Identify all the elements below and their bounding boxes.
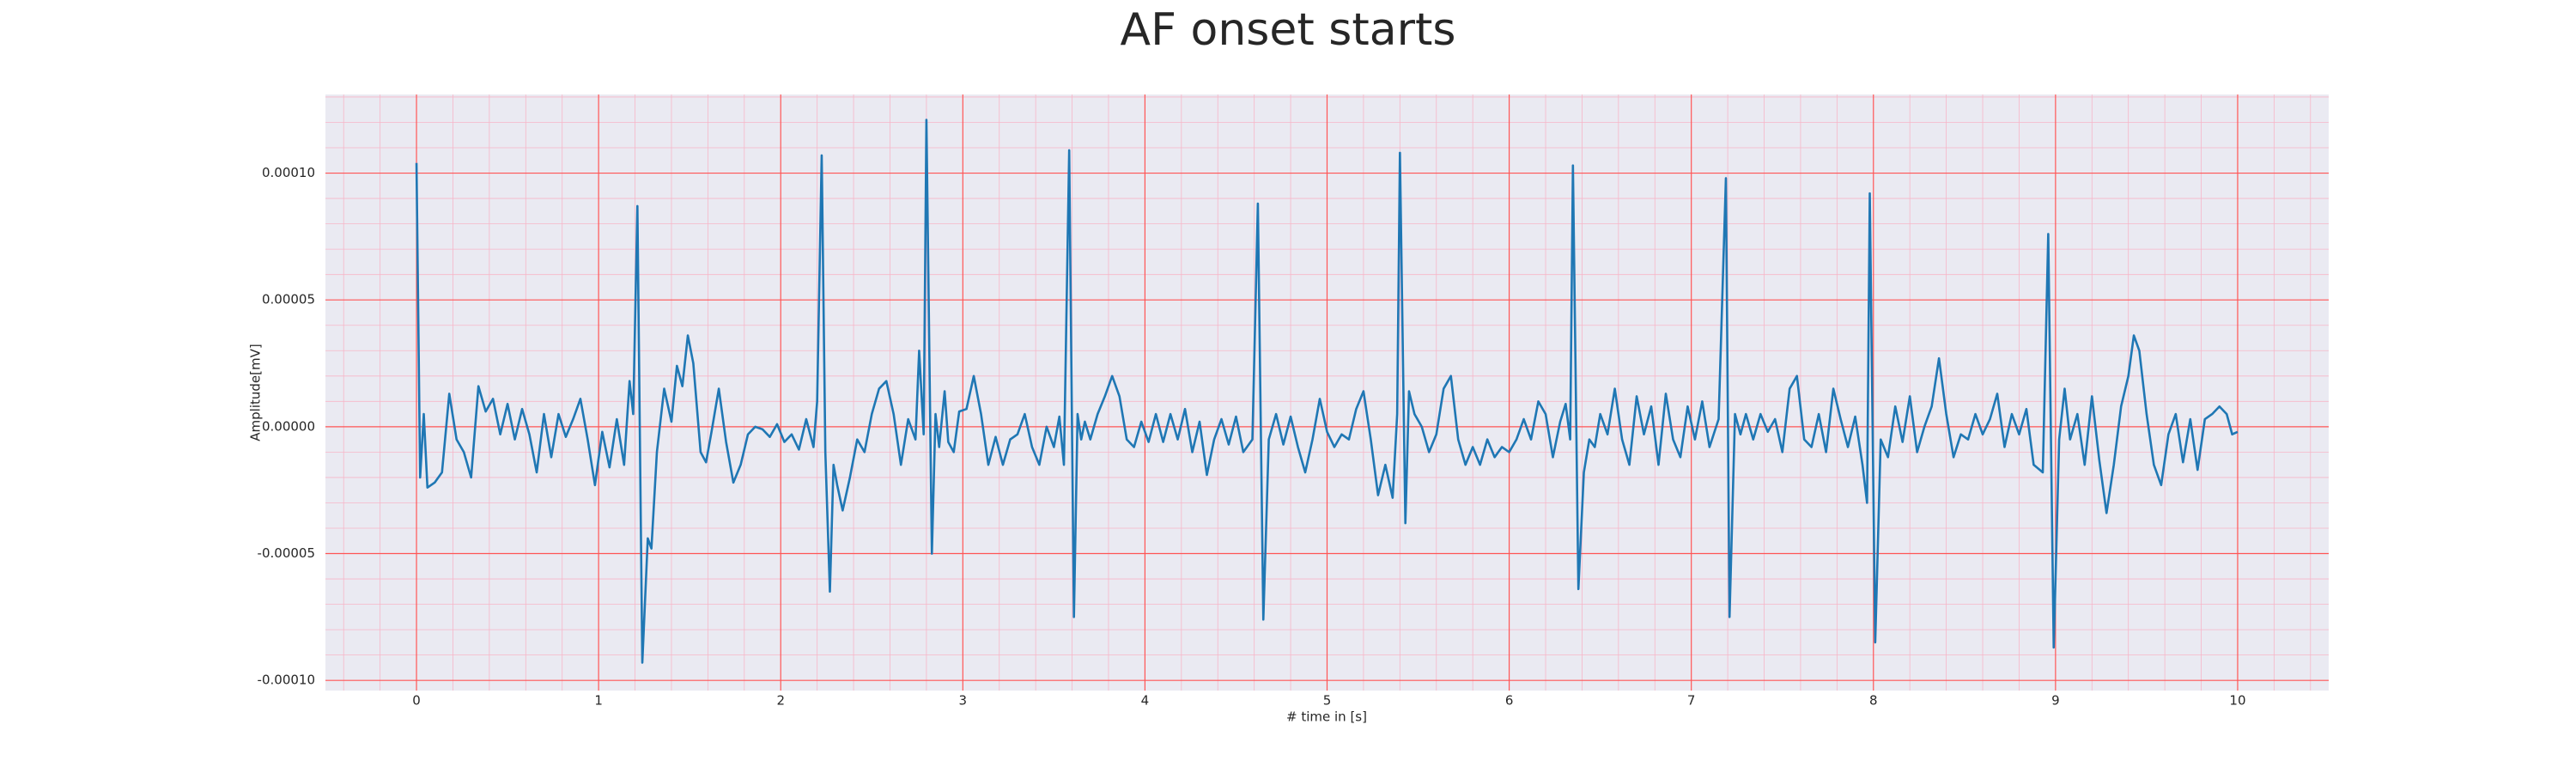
- y-tick-label: 0.00010: [262, 165, 315, 180]
- y-tick-label: -0.00010: [258, 673, 315, 688]
- signal-line: [415, 119, 2239, 664]
- x-tick-label: 0: [412, 693, 421, 709]
- x-tick-label: 10: [2229, 693, 2245, 709]
- x-tick-label: 2: [776, 693, 785, 709]
- x-tick-label: 7: [1687, 693, 1696, 709]
- x-axis-label: # time in [s]: [1286, 709, 1367, 725]
- x-tick-label: 5: [1323, 693, 1332, 709]
- x-tick-label: 1: [594, 693, 603, 709]
- y-tick-label: 0.00005: [262, 292, 315, 307]
- y-tick-label: -0.00005: [258, 545, 315, 561]
- y-axis-label: Amplitude[mV]: [248, 344, 264, 441]
- x-tick-label: 9: [2051, 693, 2060, 709]
- x-tick-label: 4: [1141, 693, 1150, 709]
- y-tick-label: 0.00000: [262, 418, 315, 434]
- chart-title: AF onset starts: [1121, 4, 1456, 56]
- x-tick-label: 8: [1869, 693, 1878, 709]
- x-tick-label: 3: [959, 693, 968, 709]
- x-tick-label: 6: [1505, 693, 1514, 709]
